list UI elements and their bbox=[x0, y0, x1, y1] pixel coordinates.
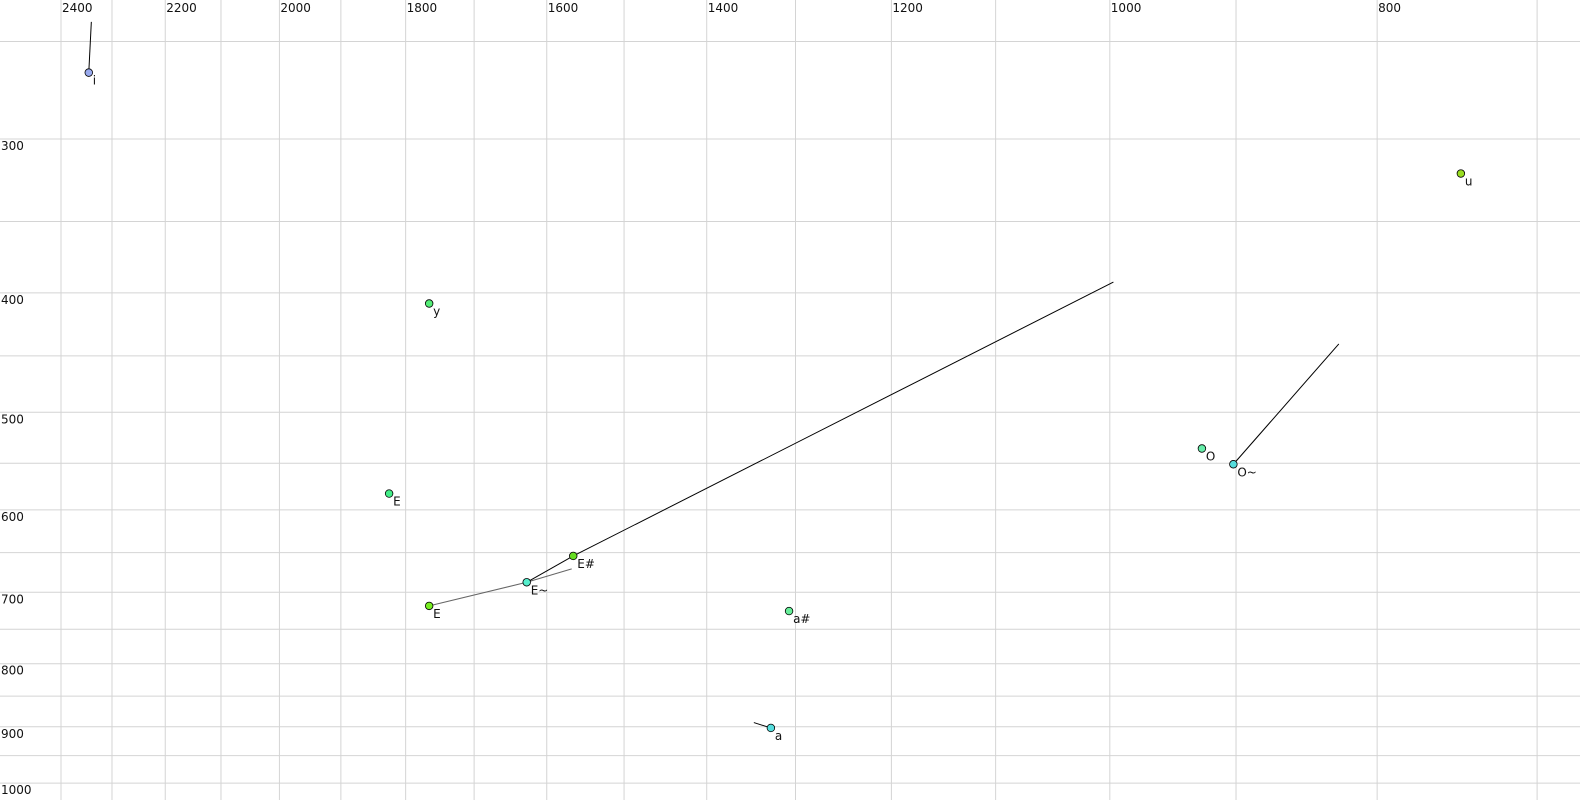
vowel-label: u bbox=[1465, 175, 1473, 189]
y-tick-label: 1000 bbox=[1, 783, 32, 797]
vowel-point bbox=[522, 578, 531, 587]
vowel-point bbox=[569, 551, 578, 561]
vowel-point bbox=[424, 299, 434, 308]
trajectory-line bbox=[429, 581, 527, 607]
x-tick-label: 2200 bbox=[166, 1, 197, 15]
y-tick-label: 900 bbox=[1, 727, 24, 741]
vowel-label: i bbox=[93, 74, 96, 88]
y-tick-label: 300 bbox=[1, 139, 24, 153]
y-tick-label: 400 bbox=[1, 293, 24, 307]
vowel-label: E~ bbox=[531, 583, 549, 597]
vowel-point bbox=[784, 606, 794, 616]
vowel-label: O~ bbox=[1237, 465, 1257, 479]
vowel-label: E bbox=[393, 495, 401, 509]
vowel-label: E# bbox=[577, 557, 595, 571]
x-tick-label: 800 bbox=[1378, 1, 1401, 15]
tick-labels: 2400 2200 2000 1800 1600 1400 1200 1000 800 300 40… bbox=[1, 1, 1401, 797]
vowel-point bbox=[1229, 460, 1238, 469]
x-tick-label: 1600 bbox=[548, 1, 579, 15]
x-tick-label: 1400 bbox=[708, 1, 739, 15]
vowel-point bbox=[384, 489, 394, 498]
x-tick-label: 2000 bbox=[280, 1, 311, 15]
vowel-point bbox=[424, 601, 434, 611]
x-tick-label: 2400 bbox=[62, 1, 93, 15]
vowel-label: E bbox=[433, 607, 441, 621]
trajectory-line bbox=[573, 281, 1114, 557]
y-tick-label: 800 bbox=[1, 664, 24, 678]
trajectory-line bbox=[526, 568, 572, 583]
trajectory-line bbox=[1232, 343, 1340, 465]
trajectory-line bbox=[88, 21, 92, 73]
vowel-label: O bbox=[1206, 449, 1215, 463]
x-tick-label: 1800 bbox=[407, 1, 438, 15]
vowel-point bbox=[766, 723, 776, 733]
trajectories bbox=[88, 21, 1340, 729]
x-tick-label: 1200 bbox=[892, 1, 923, 15]
points: i u y E E E~ E# a# a O O~ bbox=[84, 68, 1473, 743]
vowel-label: a# bbox=[793, 612, 810, 626]
vowel-label: y bbox=[433, 305, 440, 319]
y-tick-label: 700 bbox=[1, 592, 24, 606]
vowel-label: a bbox=[775, 729, 782, 743]
vowel-point bbox=[84, 68, 93, 77]
trajectory-line bbox=[526, 555, 574, 583]
y-tick-label: 600 bbox=[1, 510, 24, 524]
vowel-point bbox=[1197, 444, 1207, 453]
y-tick-label: 500 bbox=[1, 412, 24, 426]
x-tick-label: 1000 bbox=[1111, 1, 1142, 15]
vowel-point bbox=[1456, 169, 1466, 178]
